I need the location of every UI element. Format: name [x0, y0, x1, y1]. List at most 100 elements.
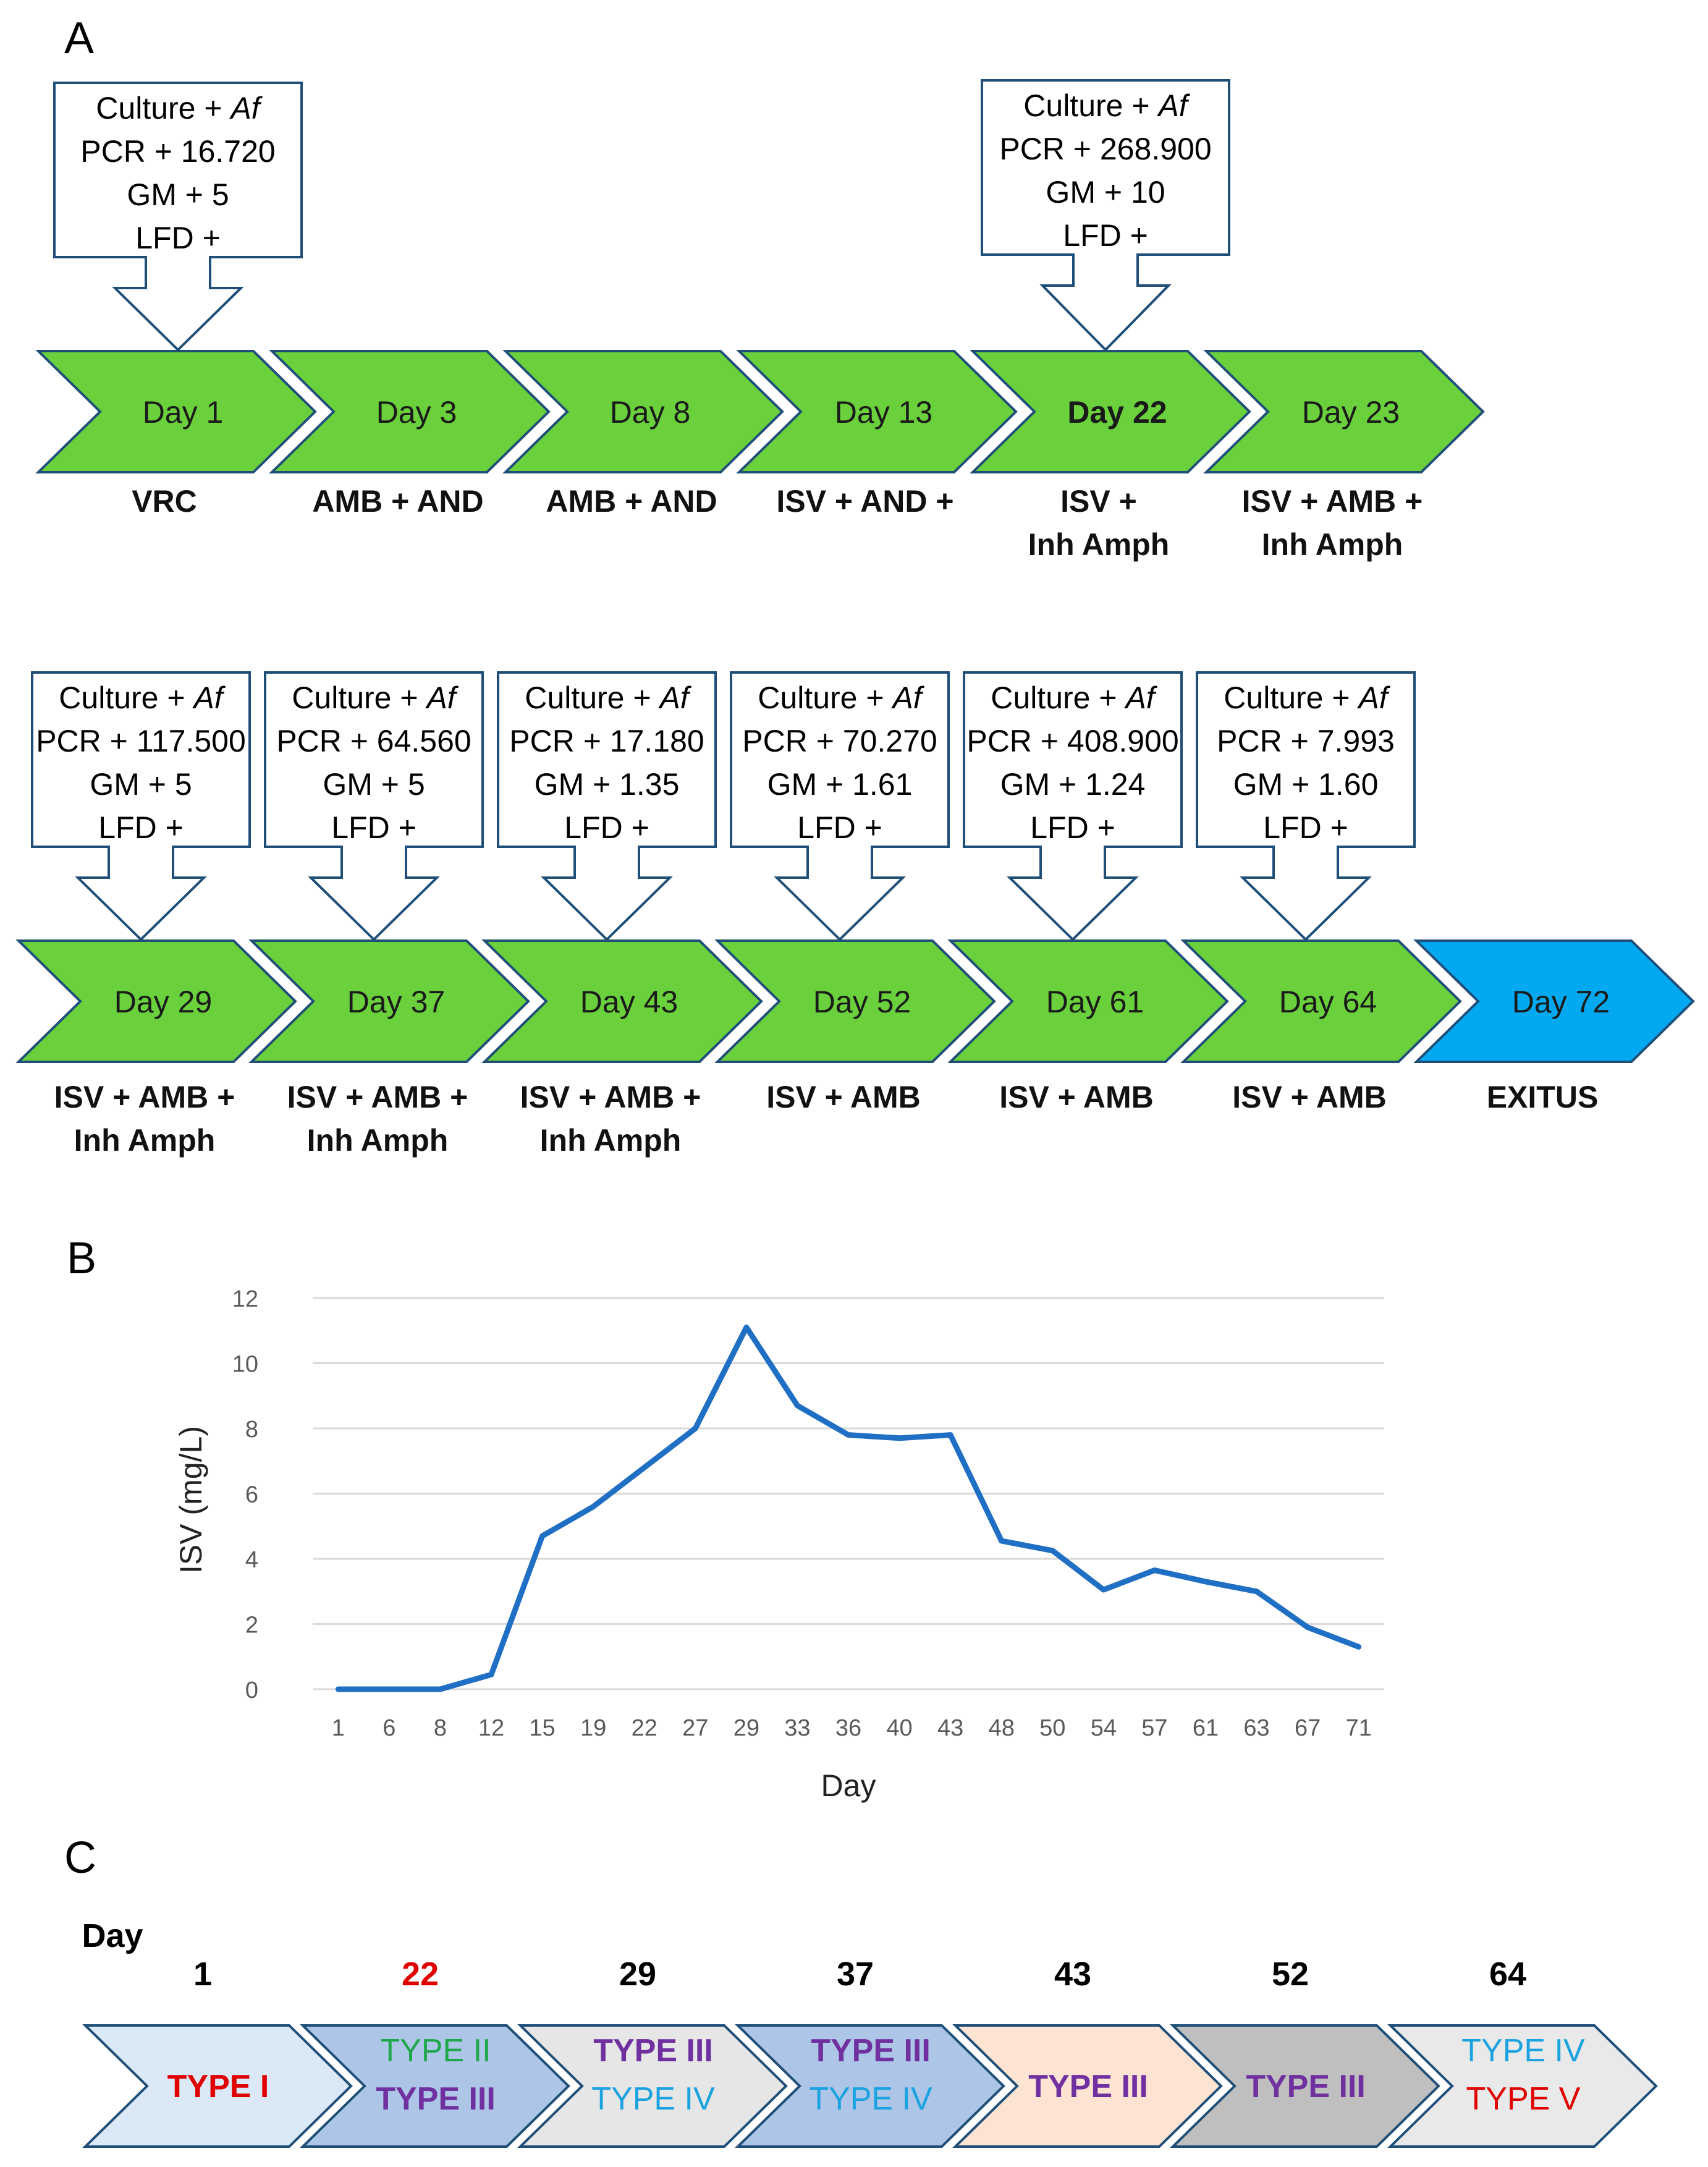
lab-result-callout [53, 82, 303, 352]
lab-result-line: PCR + 16.720 [80, 134, 275, 169]
x-tick-label: 27 [682, 1715, 708, 1741]
x-tick-label: 54 [1091, 1715, 1117, 1741]
timeline-day-label: Day 72 [1512, 985, 1610, 1019]
type-label: TYPE III [376, 2081, 496, 2117]
x-axis-title: Day [821, 1768, 876, 1803]
lab-result-line: Culture + Af [96, 91, 263, 125]
y-tick-label: 6 [245, 1482, 258, 1508]
lab-result-line: LFD + [98, 810, 184, 845]
treatment-label: ISV + AMB [999, 1080, 1154, 1114]
y-axis-title: ISV (mg/L) [174, 1426, 208, 1574]
type-label: TYPE IV [591, 2081, 715, 2117]
x-tick-label: 48 [989, 1715, 1015, 1741]
x-tick-label: 15 [529, 1715, 555, 1741]
timeline-chevron [269, 350, 551, 473]
lab-result-line: GM + 5 [323, 767, 425, 802]
timeline-day-label: Day 1 [143, 395, 224, 430]
lab-result-line: PCR + 70.270 [742, 724, 937, 758]
organism-name: Af [425, 681, 459, 715]
day-heading: Day [82, 1917, 143, 1954]
organism-name: Af [657, 681, 691, 715]
organism-name: Af [192, 681, 226, 715]
treatment-label: EXITUS [1487, 1080, 1599, 1114]
timeline-chevron [970, 350, 1251, 473]
x-tick-label: 1 [332, 1715, 345, 1741]
treatment-label: AMB + AND [546, 484, 717, 519]
lab-result-line: GM + 1.61 [767, 767, 913, 802]
timeline-day-label: Day 29 [114, 985, 212, 1019]
lab-result-line: PCR + 268.900 [999, 132, 1211, 166]
lab-result-line: PCR + 7.993 [1217, 724, 1395, 758]
x-tick-label: 43 [937, 1715, 963, 1741]
lab-result-line: Culture + Af [1224, 681, 1391, 715]
timeline-chevron [15, 939, 297, 1063]
treatment-label: ISV + AMB [1232, 1080, 1387, 1114]
x-tick-label: 29 [734, 1715, 759, 1741]
treatment-label: VRC [132, 484, 197, 519]
lab-result-callout [981, 79, 1230, 352]
treatment-label: Inh Amph [74, 1123, 216, 1158]
x-tick-label: 22 [632, 1715, 657, 1741]
organism-name: Af [1123, 681, 1157, 715]
type-label: TYPE III [1246, 2069, 1366, 2105]
x-tick-label: 57 [1141, 1715, 1167, 1741]
panel-label-b: B [67, 1234, 96, 1283]
stage-day-number: 29 [619, 1956, 656, 1993]
lab-result-line: PCR + 117.500 [36, 724, 246, 758]
x-tick-label: 19 [580, 1715, 606, 1741]
organism-name: Af [1156, 88, 1190, 123]
type-chevron [517, 2024, 788, 2148]
timeline-day-label: Day 8 [610, 395, 691, 430]
x-tick-label: 67 [1295, 1715, 1321, 1741]
timeline-day-label: Day 22 [1067, 395, 1167, 430]
type-chevron [952, 2024, 1223, 2148]
type-chevron [82, 2024, 353, 2148]
treatment-label: ISV + AMB + [287, 1080, 468, 1114]
lab-result-callout [1196, 671, 1416, 941]
panel-label-a: A [64, 14, 94, 63]
type-label: TYPE IV [809, 2081, 932, 2117]
organism-name: Af [890, 681, 924, 715]
timeline-chevron [248, 939, 530, 1063]
lab-result-line: Culture + Af [292, 681, 459, 715]
type-label: TYPE III [811, 2033, 931, 2069]
lab-result-line: PCR + 64.560 [276, 724, 471, 758]
lab-result-line: LFD + [1030, 810, 1115, 845]
x-tick-label: 8 [434, 1715, 447, 1741]
lab-result-line: Culture + Af [59, 681, 226, 715]
stage-day-number: 1 [193, 1956, 212, 1993]
type-chevron [735, 2024, 1005, 2148]
timeline-day-label: Day 13 [835, 395, 932, 430]
lab-result-line: PCR + 17.180 [509, 724, 704, 758]
y-tick-label: 4 [245, 1547, 258, 1573]
lab-result-line: Culture + Af [991, 681, 1158, 715]
x-tick-label: 63 [1243, 1715, 1269, 1741]
timeline-chevron [481, 939, 763, 1063]
isv-line-chart: 0 2 4 6 8 10 12 1 6 8 12 15 19 22 27 29 33 36 40 43 48 50 54 57… [174, 1286, 1384, 1803]
stage-day-number: 52 [1272, 1956, 1309, 1993]
timeline-chevron [947, 939, 1229, 1063]
timeline-chevron [35, 350, 317, 473]
organism-name: Af [229, 91, 263, 125]
type-label: TYPE I [167, 2069, 269, 2105]
x-tick-label: 12 [478, 1715, 504, 1741]
treatment-label: Inh Amph [307, 1123, 449, 1158]
lab-result-callout [264, 671, 484, 941]
y-tick-label: 10 [232, 1352, 258, 1378]
x-tick-label: 36 [835, 1715, 861, 1741]
treatment-label: ISV + AND + [776, 484, 953, 519]
timeline-chevron [714, 939, 996, 1063]
treatment-timeline: Day 1 VRC Culture + Af PCR + 16.720 GM + 5 LF… [15, 79, 1695, 1158]
lab-result-line: GM + 1.24 [1000, 767, 1146, 802]
timeline-day-label: Day 43 [580, 985, 678, 1019]
lab-result-line: Culture + Af [1023, 88, 1191, 123]
timeline-chevron [1180, 939, 1462, 1063]
timeline-day-label: Day 23 [1302, 395, 1400, 430]
lab-result-line: GM + 5 [127, 177, 229, 212]
type-label: TYPE II [380, 2033, 491, 2069]
y-tick-label: 0 [245, 1677, 258, 1703]
y-tick-label: 12 [232, 1286, 258, 1312]
timeline-chevron [1413, 939, 1695, 1063]
x-tick-label: 6 [383, 1715, 395, 1741]
